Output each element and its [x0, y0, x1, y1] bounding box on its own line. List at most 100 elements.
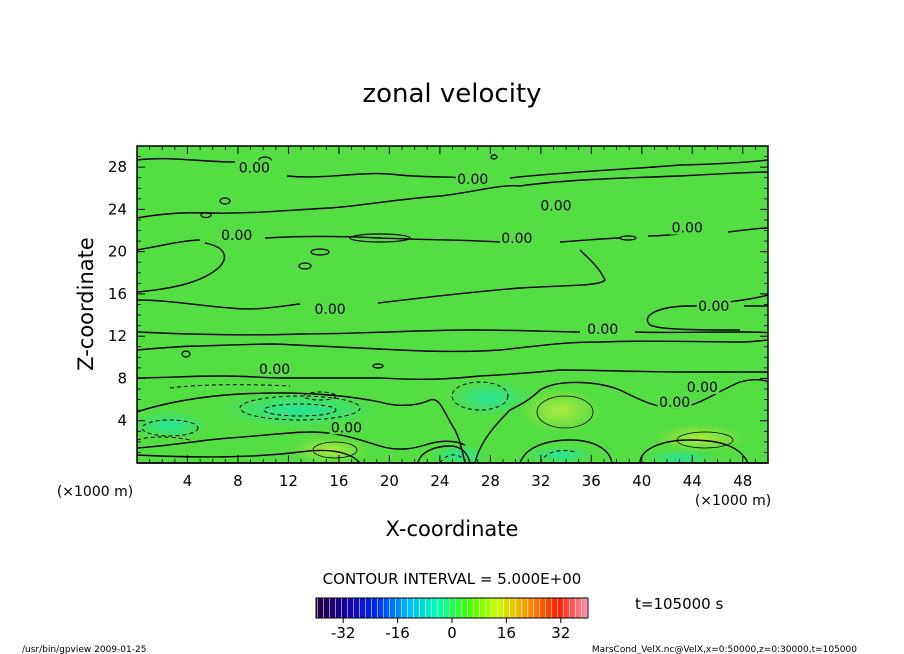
- colorbar-ticks: -32 -16 0 16 32: [331, 618, 570, 642]
- x-tick-label: 28: [481, 472, 500, 490]
- x-tick-label: 32: [531, 472, 550, 490]
- contour-label-backdrop: [237, 160, 272, 175]
- contour-line: [490, 154, 498, 160]
- contour-line: [451, 381, 509, 411]
- small-contours: [181, 154, 637, 369]
- contour-label-backdrop: [313, 301, 348, 316]
- contour-label: 0.00: [457, 172, 488, 188]
- x-axis-title: X-coordinate: [386, 517, 519, 541]
- contour-label-backdrop: [657, 394, 692, 409]
- plot-area: 0.000.000.000.00 0.000.000.000.000.000.00…: [137, 146, 768, 463]
- contour-line: [137, 369, 768, 380]
- contour-line: [137, 171, 768, 219]
- contour-label: 0.00: [239, 160, 270, 176]
- contour-label: 0.00: [672, 221, 703, 237]
- x-axis: 4 8 12 16 20 24 28 32 36 40 44 48: [137, 146, 768, 490]
- contour-lines: [137, 157, 768, 463]
- x-tick-label: 48: [733, 472, 752, 490]
- y-axis: 4 8 12 16 20 24 28: [108, 156, 768, 453]
- contour-line: [539, 449, 576, 463]
- contour-line: [137, 242, 226, 293]
- contour-interval-label: CONTOUR INTERVAL = 5.000E+00: [323, 570, 582, 588]
- contour-line: [137, 436, 191, 441]
- contour-line: [137, 227, 768, 251]
- contour-label-backdrop: [538, 198, 573, 213]
- contour-label: 0.00: [540, 198, 571, 214]
- colorbar-tick-label: 0: [447, 624, 457, 642]
- contour-label: 0.00: [501, 231, 532, 247]
- y-tick-label: 12: [108, 327, 127, 345]
- contour-line: [298, 262, 312, 270]
- contour-line: [137, 329, 768, 336]
- contour-line: [137, 392, 466, 463]
- time-label: t=105000 s: [635, 595, 723, 613]
- contour-labels: 0.000.000.000.00 0.000.000.000.000.000.00…: [219, 160, 731, 436]
- x-tick-label: 4: [183, 472, 193, 490]
- x-tick-label: 44: [683, 472, 702, 490]
- contour-label-backdrop: [670, 220, 705, 235]
- chart-title: zonal velocity: [362, 79, 541, 109]
- contour-line: [676, 431, 734, 449]
- contour-line: [474, 379, 768, 463]
- contour-line: [536, 395, 594, 429]
- contour-line: [141, 419, 199, 437]
- contour-line: [263, 403, 337, 417]
- contour-line: [312, 441, 358, 459]
- contour-label-backdrop: [585, 322, 620, 337]
- colorbar-tick-label: -32: [331, 624, 356, 642]
- contour-line: [439, 454, 463, 463]
- contour-line: [239, 395, 361, 421]
- contour-label: 0.00: [698, 299, 729, 315]
- contour-label-backdrop: [499, 231, 534, 246]
- contour-label: 0.00: [659, 395, 690, 411]
- x-tick-label: 12: [279, 472, 298, 490]
- x-unit-label-right: (×1000 m): [695, 493, 771, 509]
- y-tick-label: 16: [108, 285, 127, 303]
- contour-label: 0.00: [221, 228, 252, 244]
- dashed-contours: [137, 381, 576, 463]
- contour-label: 0.00: [315, 302, 346, 318]
- positive-contours: [312, 395, 734, 459]
- contour-line: [137, 339, 768, 353]
- contour-label: 0.00: [259, 362, 290, 378]
- contour-line: [169, 384, 291, 389]
- x-tick-label: 40: [632, 472, 651, 490]
- contour-line: [137, 431, 466, 450]
- y-axis-title: Z-coordinate: [74, 237, 98, 371]
- colorbar-tick-label: 16: [497, 624, 516, 642]
- contour-label-backdrop: [219, 227, 254, 242]
- contour-label: 0.00: [331, 420, 362, 436]
- contour-line: [137, 157, 768, 179]
- contour-line: [619, 235, 637, 241]
- contour-label-backdrop: [685, 380, 720, 395]
- x-tick-label: 16: [329, 472, 348, 490]
- contour-label: 0.00: [687, 380, 718, 396]
- x-tick-label: 24: [430, 472, 449, 490]
- footer-left: /usr/bin/gpview 2009-01-25: [22, 645, 146, 654]
- contour-line: [417, 445, 471, 463]
- y-tick-label: 4: [117, 412, 127, 430]
- y-tick-label: 28: [108, 158, 127, 176]
- contour-line: [639, 439, 749, 463]
- contour-line: [303, 391, 337, 401]
- y-tick-label: 24: [108, 200, 127, 218]
- colorbar-stripes: [316, 598, 588, 618]
- x-unit-label-left: (×1000 m): [57, 484, 133, 500]
- contour-label: 0.00: [587, 322, 618, 338]
- contour-line: [137, 249, 606, 310]
- contour-line: [219, 197, 231, 205]
- colorbar-tick-label: 32: [551, 624, 570, 642]
- contour-line: [181, 350, 191, 358]
- contour-label-backdrop: [257, 362, 292, 377]
- x-tick-label: 20: [380, 472, 399, 490]
- footer-right: MarsCond_VelX.nc@VelX,x=0:50000,z=0:3000…: [592, 645, 857, 654]
- contour-label-backdrop: [696, 298, 731, 313]
- y-tick-label: 8: [117, 369, 127, 387]
- contour-label-backdrop: [329, 420, 364, 435]
- contour-label-backdrop: [455, 171, 490, 186]
- colorbar: -32 -16 0 16 32: [315, 597, 589, 642]
- contour-line: [349, 233, 411, 243]
- colorbar-tick-label: -16: [385, 624, 410, 642]
- x-tick-label: 36: [582, 472, 601, 490]
